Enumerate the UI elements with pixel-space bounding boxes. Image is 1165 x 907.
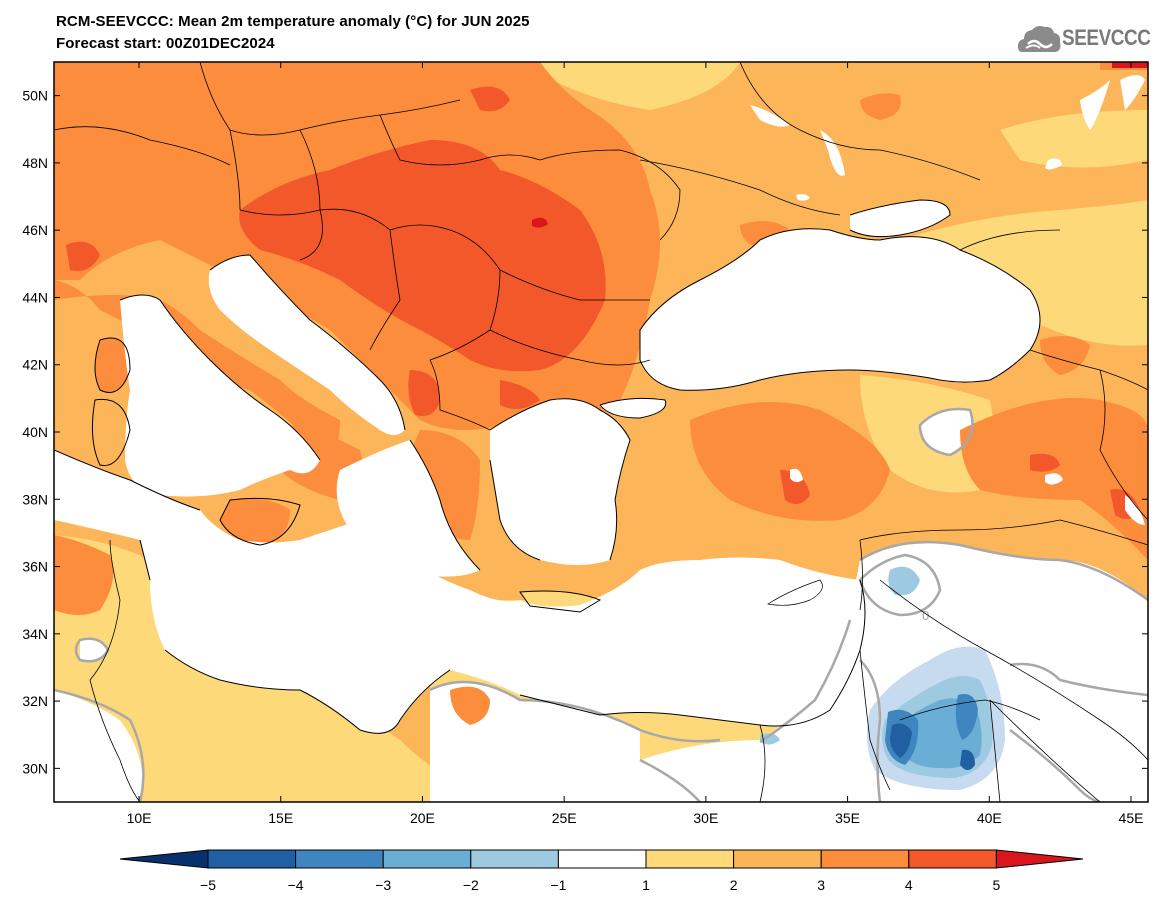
coastline bbox=[54, 199, 1041, 734]
lon-tick-label: 30E bbox=[693, 810, 718, 826]
colorbar-bin bbox=[733, 849, 822, 869]
anomaly-band-above-5 bbox=[532, 62, 1148, 228]
map-field: 0 bbox=[54, 62, 1148, 802]
lat-tick-label: 44N bbox=[22, 289, 48, 305]
colorbar-bin bbox=[645, 849, 735, 869]
zero-contour bbox=[54, 407, 1148, 802]
colorbar: −5 −4 −3 −2 −1 1 2 3 4 5 bbox=[119, 849, 1084, 893]
lat-tick-label: 50N bbox=[22, 88, 48, 104]
colorbar-bin bbox=[557, 849, 647, 869]
lon-tick-label: 40E bbox=[977, 810, 1002, 826]
country-borders bbox=[54, 62, 1148, 802]
colorbar-bin bbox=[382, 849, 472, 869]
colorbar-label: −1 bbox=[550, 877, 566, 893]
anomaly-negative-area bbox=[760, 566, 1005, 790]
colorbar-label: 1 bbox=[642, 877, 650, 893]
colorbar-label: 2 bbox=[730, 877, 738, 893]
lon-tick-label: 15E bbox=[268, 810, 293, 826]
lat-tick-label: 30N bbox=[22, 760, 48, 776]
colorbar-bin bbox=[820, 849, 910, 869]
lat-tick-label: 32N bbox=[22, 693, 48, 709]
cyprus-outline bbox=[767, 579, 823, 606]
zero-contour-label: 0 bbox=[922, 608, 929, 623]
lon-tick-label: 45E bbox=[1119, 810, 1144, 826]
anomaly-band-4-5 bbox=[66, 86, 1140, 519]
sea-mask bbox=[54, 75, 1145, 734]
logo-text: SEEVCCC bbox=[1062, 25, 1151, 50]
colorbar-label: 3 bbox=[817, 877, 825, 893]
colorbar-label: 4 bbox=[905, 877, 913, 893]
lat-tick-label: 48N bbox=[22, 155, 48, 171]
colorbar-bin bbox=[295, 849, 384, 869]
lon-tick-label: 35E bbox=[835, 810, 860, 826]
colorbar-below-triangle bbox=[119, 849, 209, 869]
colorbar-label: −2 bbox=[463, 877, 479, 893]
colorbar-label: −4 bbox=[288, 877, 304, 893]
colorbar-bin bbox=[908, 849, 997, 869]
colorbar-label: −3 bbox=[375, 877, 391, 893]
lat-tick-label: 40N bbox=[22, 424, 48, 440]
colorbar-bin bbox=[207, 849, 297, 869]
colorbar-label: 5 bbox=[993, 877, 1001, 893]
latitude-axis: 50N 48N 46N 44N 42N 40N 38N 36N 34N 32N 30N bbox=[22, 88, 1148, 776]
colorbar-label: −5 bbox=[200, 877, 216, 893]
lat-tick-label: 34N bbox=[22, 626, 48, 642]
lat-tick-label: 42N bbox=[22, 357, 48, 373]
colorbar-above-triangle bbox=[995, 849, 1084, 869]
forecast-start-subtitle: Forecast start: 00Z01DEC2024 bbox=[56, 35, 275, 52]
longitude-axis: 10E 15E 20E 25E 30E 35E 40E 45E bbox=[127, 62, 1144, 826]
lon-tick-label: 25E bbox=[552, 810, 577, 826]
lon-tick-label: 10E bbox=[127, 810, 152, 826]
colorbar-bin bbox=[470, 849, 559, 869]
lat-tick-label: 38N bbox=[22, 491, 48, 507]
cloud-icon bbox=[1018, 26, 1061, 52]
lat-tick-label: 46N bbox=[22, 222, 48, 238]
map-title: RCM-SEEVCCC: Mean 2m temperature anomaly… bbox=[56, 13, 530, 30]
lon-tick-label: 20E bbox=[410, 810, 435, 826]
lat-tick-label: 36N bbox=[22, 559, 48, 575]
